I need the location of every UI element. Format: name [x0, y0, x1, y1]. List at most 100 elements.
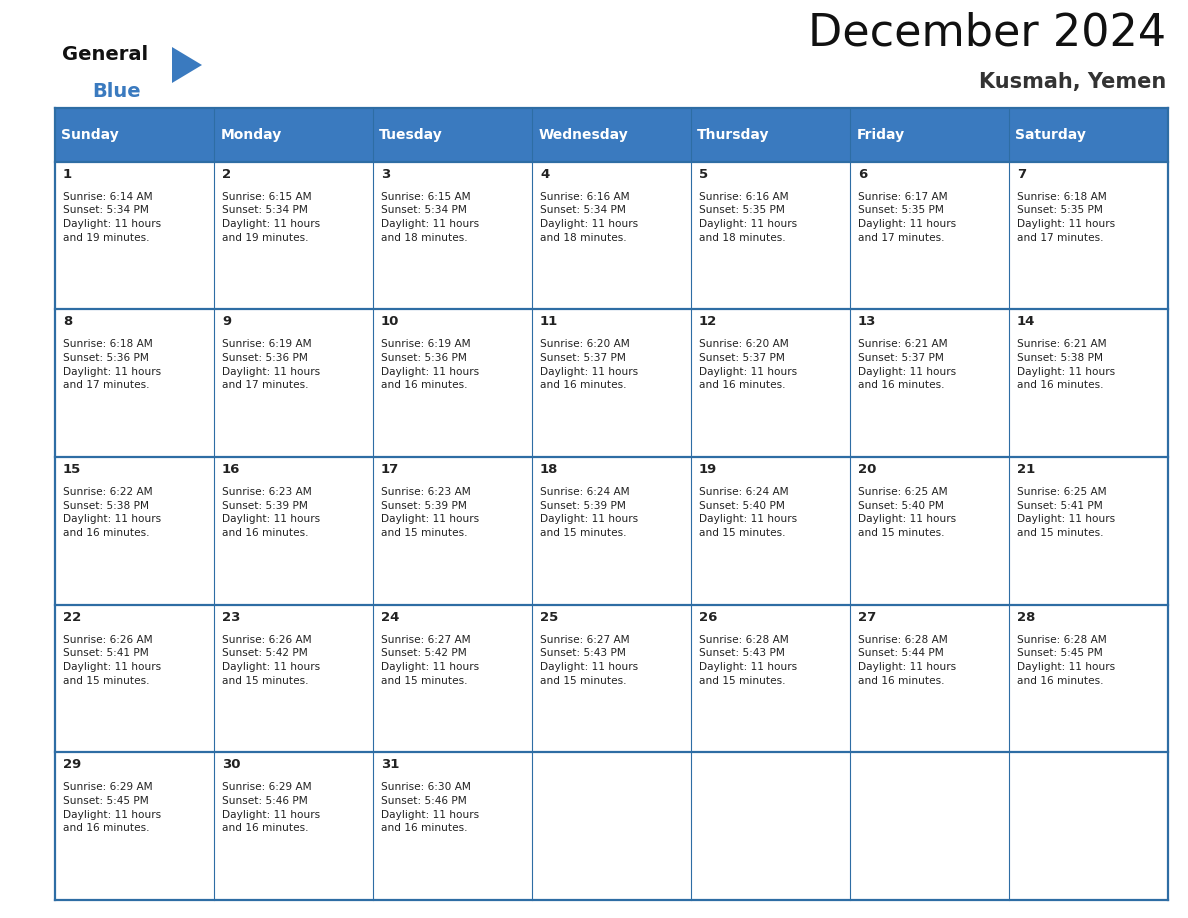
Text: 8: 8 — [63, 316, 72, 329]
Bar — [55, 162, 214, 309]
Text: 26: 26 — [699, 610, 718, 623]
Text: 15: 15 — [63, 463, 81, 476]
Text: Sunrise: 6:23 AM
Sunset: 5:39 PM
Daylight: 11 hours
and 16 minutes.: Sunrise: 6:23 AM Sunset: 5:39 PM Dayligh… — [222, 487, 320, 538]
Bar — [214, 753, 373, 900]
Text: Sunrise: 6:27 AM
Sunset: 5:43 PM
Daylight: 11 hours
and 15 minutes.: Sunrise: 6:27 AM Sunset: 5:43 PM Dayligh… — [541, 634, 638, 686]
Bar — [55, 605, 214, 753]
Text: General: General — [62, 45, 148, 64]
Bar — [55, 753, 214, 900]
Text: 18: 18 — [541, 463, 558, 476]
Text: 14: 14 — [1017, 316, 1036, 329]
Text: December 2024: December 2024 — [808, 12, 1165, 55]
Text: 31: 31 — [381, 758, 399, 771]
Text: 9: 9 — [222, 316, 232, 329]
Bar — [373, 309, 532, 457]
Text: 20: 20 — [858, 463, 877, 476]
Text: Sunrise: 6:15 AM
Sunset: 5:34 PM
Daylight: 11 hours
and 19 minutes.: Sunrise: 6:15 AM Sunset: 5:34 PM Dayligh… — [222, 192, 320, 242]
Bar — [849, 162, 1009, 309]
Bar — [691, 162, 849, 309]
Text: 5: 5 — [699, 168, 708, 181]
Text: Kusmah, Yemen: Kusmah, Yemen — [979, 72, 1165, 92]
Text: 12: 12 — [699, 316, 718, 329]
Text: 28: 28 — [1017, 610, 1036, 623]
Text: Sunrise: 6:16 AM
Sunset: 5:34 PM
Daylight: 11 hours
and 18 minutes.: Sunrise: 6:16 AM Sunset: 5:34 PM Dayligh… — [541, 192, 638, 242]
Text: Sunrise: 6:25 AM
Sunset: 5:41 PM
Daylight: 11 hours
and 15 minutes.: Sunrise: 6:25 AM Sunset: 5:41 PM Dayligh… — [1017, 487, 1116, 538]
Bar — [691, 753, 849, 900]
Text: Sunrise: 6:26 AM
Sunset: 5:42 PM
Daylight: 11 hours
and 15 minutes.: Sunrise: 6:26 AM Sunset: 5:42 PM Dayligh… — [222, 634, 320, 686]
Text: Sunrise: 6:21 AM
Sunset: 5:38 PM
Daylight: 11 hours
and 16 minutes.: Sunrise: 6:21 AM Sunset: 5:38 PM Dayligh… — [1017, 340, 1116, 390]
Bar — [214, 162, 373, 309]
Text: Monday: Monday — [220, 128, 282, 142]
Bar — [532, 162, 691, 309]
Text: Sunrise: 6:25 AM
Sunset: 5:40 PM
Daylight: 11 hours
and 15 minutes.: Sunrise: 6:25 AM Sunset: 5:40 PM Dayligh… — [858, 487, 956, 538]
Bar — [849, 753, 1009, 900]
Text: Saturday: Saturday — [1016, 128, 1086, 142]
Bar — [214, 605, 373, 753]
Text: 4: 4 — [541, 168, 549, 181]
Text: Sunrise: 6:15 AM
Sunset: 5:34 PM
Daylight: 11 hours
and 18 minutes.: Sunrise: 6:15 AM Sunset: 5:34 PM Dayligh… — [381, 192, 479, 242]
Text: Sunrise: 6:14 AM
Sunset: 5:34 PM
Daylight: 11 hours
and 19 minutes.: Sunrise: 6:14 AM Sunset: 5:34 PM Dayligh… — [63, 192, 162, 242]
Text: Sunrise: 6:26 AM
Sunset: 5:41 PM
Daylight: 11 hours
and 15 minutes.: Sunrise: 6:26 AM Sunset: 5:41 PM Dayligh… — [63, 634, 162, 686]
Text: Sunrise: 6:30 AM
Sunset: 5:46 PM
Daylight: 11 hours
and 16 minutes.: Sunrise: 6:30 AM Sunset: 5:46 PM Dayligh… — [381, 782, 479, 834]
Bar — [691, 457, 849, 605]
Bar — [373, 457, 532, 605]
Text: Friday: Friday — [857, 128, 904, 142]
Text: 25: 25 — [541, 610, 558, 623]
Text: 10: 10 — [381, 316, 399, 329]
Bar — [55, 108, 1168, 162]
Text: 1: 1 — [63, 168, 72, 181]
Text: 29: 29 — [63, 758, 81, 771]
Text: 11: 11 — [541, 316, 558, 329]
Text: Sunrise: 6:27 AM
Sunset: 5:42 PM
Daylight: 11 hours
and 15 minutes.: Sunrise: 6:27 AM Sunset: 5:42 PM Dayligh… — [381, 634, 479, 686]
Text: 23: 23 — [222, 610, 240, 623]
Text: Thursday: Thursday — [697, 128, 770, 142]
Text: 13: 13 — [858, 316, 877, 329]
Text: Tuesday: Tuesday — [379, 128, 443, 142]
Bar — [373, 605, 532, 753]
Text: Sunrise: 6:22 AM
Sunset: 5:38 PM
Daylight: 11 hours
and 16 minutes.: Sunrise: 6:22 AM Sunset: 5:38 PM Dayligh… — [63, 487, 162, 538]
Text: 24: 24 — [381, 610, 399, 623]
Text: 30: 30 — [222, 758, 240, 771]
Text: 21: 21 — [1017, 463, 1035, 476]
Bar — [849, 309, 1009, 457]
Text: Sunrise: 6:28 AM
Sunset: 5:43 PM
Daylight: 11 hours
and 15 minutes.: Sunrise: 6:28 AM Sunset: 5:43 PM Dayligh… — [699, 634, 797, 686]
Text: Sunday: Sunday — [62, 128, 119, 142]
Bar — [214, 457, 373, 605]
Bar — [532, 309, 691, 457]
Text: Sunrise: 6:21 AM
Sunset: 5:37 PM
Daylight: 11 hours
and 16 minutes.: Sunrise: 6:21 AM Sunset: 5:37 PM Dayligh… — [858, 340, 956, 390]
Text: Sunrise: 6:20 AM
Sunset: 5:37 PM
Daylight: 11 hours
and 16 minutes.: Sunrise: 6:20 AM Sunset: 5:37 PM Dayligh… — [541, 340, 638, 390]
Text: Sunrise: 6:17 AM
Sunset: 5:35 PM
Daylight: 11 hours
and 17 minutes.: Sunrise: 6:17 AM Sunset: 5:35 PM Dayligh… — [858, 192, 956, 242]
Text: 16: 16 — [222, 463, 240, 476]
Bar — [1009, 162, 1168, 309]
Text: Sunrise: 6:19 AM
Sunset: 5:36 PM
Daylight: 11 hours
and 17 minutes.: Sunrise: 6:19 AM Sunset: 5:36 PM Dayligh… — [222, 340, 320, 390]
Bar — [532, 457, 691, 605]
Text: 3: 3 — [381, 168, 390, 181]
Text: 17: 17 — [381, 463, 399, 476]
Text: 6: 6 — [858, 168, 867, 181]
Text: 27: 27 — [858, 610, 877, 623]
Bar — [532, 605, 691, 753]
Text: Sunrise: 6:23 AM
Sunset: 5:39 PM
Daylight: 11 hours
and 15 minutes.: Sunrise: 6:23 AM Sunset: 5:39 PM Dayligh… — [381, 487, 479, 538]
Text: 2: 2 — [222, 168, 232, 181]
Bar — [849, 457, 1009, 605]
Text: Sunrise: 6:24 AM
Sunset: 5:40 PM
Daylight: 11 hours
and 15 minutes.: Sunrise: 6:24 AM Sunset: 5:40 PM Dayligh… — [699, 487, 797, 538]
Text: Sunrise: 6:28 AM
Sunset: 5:44 PM
Daylight: 11 hours
and 16 minutes.: Sunrise: 6:28 AM Sunset: 5:44 PM Dayligh… — [858, 634, 956, 686]
Bar — [373, 753, 532, 900]
Bar — [1009, 605, 1168, 753]
Polygon shape — [172, 47, 202, 83]
Bar — [1009, 309, 1168, 457]
Text: Wednesday: Wednesday — [538, 128, 628, 142]
Bar — [55, 309, 214, 457]
Text: 22: 22 — [63, 610, 81, 623]
Text: Sunrise: 6:16 AM
Sunset: 5:35 PM
Daylight: 11 hours
and 18 minutes.: Sunrise: 6:16 AM Sunset: 5:35 PM Dayligh… — [699, 192, 797, 242]
Bar — [373, 162, 532, 309]
Bar — [55, 457, 214, 605]
Text: Sunrise: 6:28 AM
Sunset: 5:45 PM
Daylight: 11 hours
and 16 minutes.: Sunrise: 6:28 AM Sunset: 5:45 PM Dayligh… — [1017, 634, 1116, 686]
Text: Sunrise: 6:19 AM
Sunset: 5:36 PM
Daylight: 11 hours
and 16 minutes.: Sunrise: 6:19 AM Sunset: 5:36 PM Dayligh… — [381, 340, 479, 390]
Text: Sunrise: 6:24 AM
Sunset: 5:39 PM
Daylight: 11 hours
and 15 minutes.: Sunrise: 6:24 AM Sunset: 5:39 PM Dayligh… — [541, 487, 638, 538]
Bar — [849, 605, 1009, 753]
Text: Sunrise: 6:29 AM
Sunset: 5:45 PM
Daylight: 11 hours
and 16 minutes.: Sunrise: 6:29 AM Sunset: 5:45 PM Dayligh… — [63, 782, 162, 834]
Bar — [1009, 753, 1168, 900]
Text: Blue: Blue — [91, 82, 140, 101]
Bar — [214, 309, 373, 457]
